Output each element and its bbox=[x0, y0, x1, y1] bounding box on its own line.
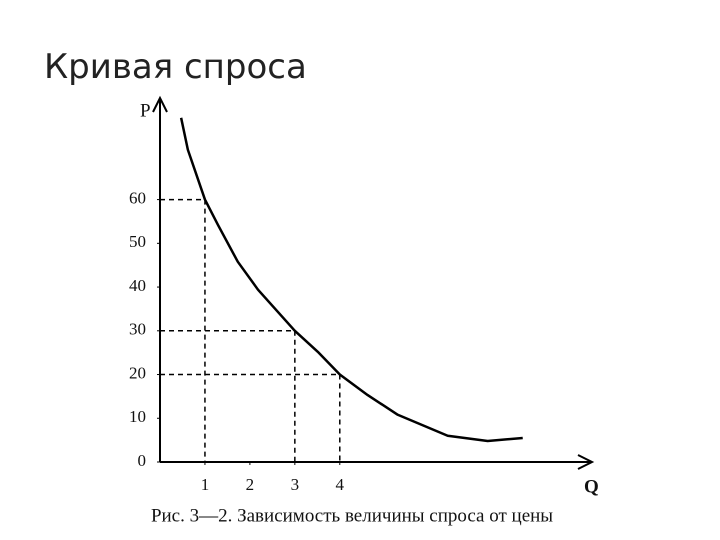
x-tick-label: 4 bbox=[336, 475, 345, 494]
x-tick-label: 2 bbox=[246, 475, 255, 494]
y-arrow bbox=[152, 95, 168, 113]
x-tick-label: 1 bbox=[201, 475, 210, 494]
x-axis-label: Q bbox=[584, 476, 599, 497]
y-tick-label: 10 bbox=[129, 407, 146, 426]
y-tick-label: 50 bbox=[129, 232, 146, 251]
x-arrow bbox=[577, 454, 595, 470]
y-tick-label: 40 bbox=[129, 276, 146, 295]
y-tick-label: 0 bbox=[138, 451, 147, 470]
demand-curve bbox=[179, 117, 523, 443]
slide-title: Кривая спроса bbox=[44, 47, 307, 87]
y-tick-label: 20 bbox=[129, 363, 146, 382]
caption: Рис. 3—2. Зависимость величины спроса от… bbox=[151, 505, 553, 526]
y-tick-label: 60 bbox=[129, 188, 146, 207]
x-tick-label: 3 bbox=[291, 475, 300, 494]
y-tick-label: 30 bbox=[129, 320, 146, 339]
y-axis-label: P bbox=[140, 100, 151, 121]
